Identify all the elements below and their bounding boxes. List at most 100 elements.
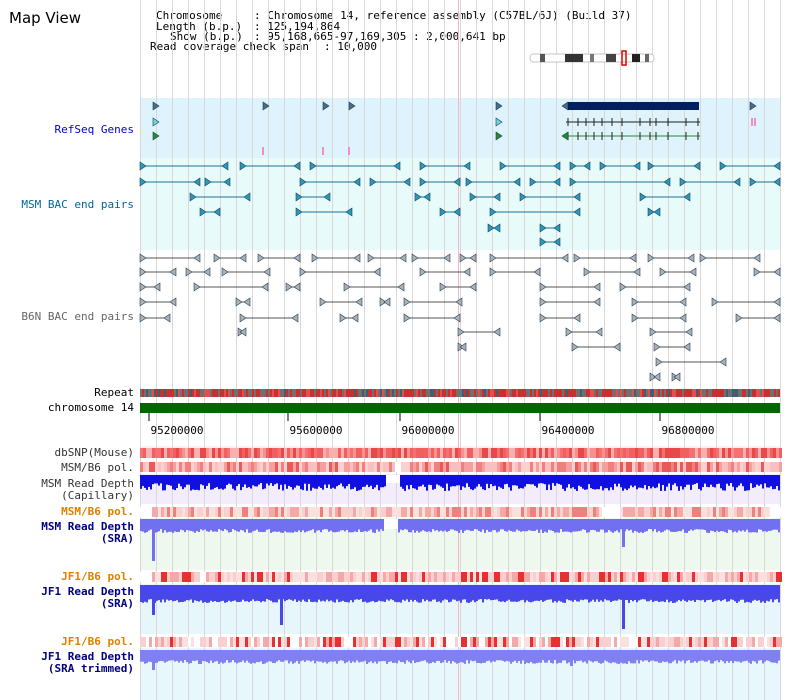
msm-bac-pair-end[interactable] xyxy=(463,161,471,171)
track-label-jf1-b6-pol-2[interactable]: JF1/B6 pol. xyxy=(61,635,134,648)
b6n-bac-pair-end[interactable] xyxy=(403,313,411,323)
b6n-bac-pair-end[interactable] xyxy=(685,327,693,337)
msm-bac-pair-end[interactable] xyxy=(189,192,197,202)
b6n-bac-pair-end[interactable] xyxy=(673,372,681,382)
msm-bac-pair-end[interactable] xyxy=(353,177,361,187)
msm-bac-pair-end[interactable] xyxy=(204,177,212,187)
b6n-bac-pair-end[interactable] xyxy=(649,327,657,337)
b6n-bac-pair-end[interactable] xyxy=(419,267,427,277)
b6n-bac-pair-end[interactable] xyxy=(593,297,601,307)
b6n-bac-pair-end[interactable] xyxy=(489,253,497,263)
b6n-bac-pair-end[interactable] xyxy=(571,342,579,352)
b6n-bac-pair-end[interactable] xyxy=(403,297,411,307)
refseq-gene-marker[interactable] xyxy=(495,117,503,127)
b6n-bac-pair-end[interactable] xyxy=(453,313,461,323)
refseq-gene-marker[interactable] xyxy=(749,101,757,111)
msm-bac-pair-end[interactable] xyxy=(773,177,781,187)
track-label-msm-depth-capillary[interactable]: MSM Read Depth xyxy=(41,477,134,490)
track-label-jf1-depth-trimmed[interactable]: JF1 Read Depth xyxy=(41,650,134,663)
b6n-bac-pair-end[interactable] xyxy=(773,297,781,307)
b6n-bac-pair-end[interactable] xyxy=(561,253,569,263)
msm-bac-pair-end[interactable] xyxy=(423,192,431,202)
b6n-bac-pair-end[interactable] xyxy=(203,267,211,277)
b6n-bac-pair-end[interactable] xyxy=(439,282,447,292)
msm-bac-pair-end[interactable] xyxy=(403,177,411,187)
msm-bac-pair-end[interactable] xyxy=(499,161,507,171)
msm-bac-pair-end[interactable] xyxy=(299,177,307,187)
b6n-bac-pair-end[interactable] xyxy=(373,267,381,277)
b6n-bac-pair-end[interactable] xyxy=(753,267,761,277)
b6n-bac-pair-end[interactable] xyxy=(399,253,407,263)
b6n-bac-pair-end[interactable] xyxy=(353,253,361,263)
b6n-bac-pair-end[interactable] xyxy=(411,253,419,263)
msm-bac-pair-end[interactable] xyxy=(239,161,247,171)
msm-bac-pair-end[interactable] xyxy=(193,177,201,187)
b6n-bac-pair-end[interactable] xyxy=(139,253,147,263)
msm-bac-pair-end[interactable] xyxy=(309,161,317,171)
refseq-gene-marker[interactable] xyxy=(152,101,160,111)
b6n-bac-pair-end[interactable] xyxy=(631,297,639,307)
msm-bac-pair-end[interactable] xyxy=(139,161,147,171)
track-label-jf1-depth-sra[interactable]: JF1 Read Depth xyxy=(41,585,134,598)
msm-bac-pair-end[interactable] xyxy=(419,161,427,171)
b6n-bac-pair-end[interactable] xyxy=(193,253,201,263)
msm-bac-pair-end[interactable] xyxy=(223,177,231,187)
b6n-bac-pair-end[interactable] xyxy=(647,253,655,263)
chromosome-bar[interactable] xyxy=(140,403,780,413)
msm-bac-pair-end[interactable] xyxy=(573,207,581,217)
b6n-bac-pair-end[interactable] xyxy=(463,267,471,277)
msm-bac-pair-end[interactable] xyxy=(213,207,221,217)
b6n-bac-pair-end[interactable] xyxy=(565,327,573,337)
b6n-bac-pair-end[interactable] xyxy=(239,253,247,263)
b6n-bac-pair-end[interactable] xyxy=(169,267,177,277)
b6n-bac-pair-end[interactable] xyxy=(285,282,293,292)
msm-bac-pair-end[interactable] xyxy=(553,237,561,247)
refseq-gene-marker[interactable] xyxy=(152,117,160,127)
refseq-gene-marker[interactable] xyxy=(262,101,270,111)
b6n-bac-pair-end[interactable] xyxy=(379,297,387,307)
b6n-bac-pair-end[interactable] xyxy=(455,297,463,307)
b6n-bac-pair-end[interactable] xyxy=(257,253,265,263)
refseq-gene-marker[interactable] xyxy=(322,101,330,111)
msm-bac-pair-end[interactable] xyxy=(345,207,353,217)
b6n-bac-pair-end[interactable] xyxy=(169,297,177,307)
msm-bac-pair-end[interactable] xyxy=(469,192,477,202)
msm-bac-pair-end[interactable] xyxy=(719,161,727,171)
b6n-bac-pair-end[interactable] xyxy=(659,267,667,277)
b6n-bac-pair-end[interactable] xyxy=(699,253,707,263)
msm-bac-pair-end[interactable] xyxy=(519,192,527,202)
track-label-msm-b6-pol[interactable]: MSM/B6 pol. xyxy=(61,461,134,474)
b6n-bac-pair-end[interactable] xyxy=(459,342,467,352)
refseq-gene-marker[interactable] xyxy=(152,131,160,141)
b6n-bac-pair-end[interactable] xyxy=(653,342,661,352)
b6n-bac-pair-end[interactable] xyxy=(593,282,601,292)
msm-bac-pair-end[interactable] xyxy=(295,192,303,202)
msm-bac-pair-end[interactable] xyxy=(633,161,641,171)
b6n-bac-pair-end[interactable] xyxy=(679,313,687,323)
b6n-bac-pair-end[interactable] xyxy=(711,297,719,307)
msm-bac-pair-end[interactable] xyxy=(465,177,473,187)
msm-bac-pair-end[interactable] xyxy=(569,161,577,171)
b6n-bac-pair-end[interactable] xyxy=(339,313,347,323)
msm-bac-pair-end[interactable] xyxy=(569,177,577,187)
track-label-msm-depth-sra[interactable]: MSM Read Depth xyxy=(41,520,134,533)
msm-bac-pair-end[interactable] xyxy=(653,207,661,217)
b6n-bac-pair-end[interactable] xyxy=(573,253,581,263)
msm-bac-pair-end[interactable] xyxy=(539,223,547,233)
msm-bac-pair-end[interactable] xyxy=(573,192,581,202)
msm-bac-pair-end[interactable] xyxy=(369,177,377,187)
b6n-bac-pair-end[interactable] xyxy=(383,297,391,307)
track-label-refseq[interactable]: RefSeq Genes xyxy=(54,123,134,136)
refseq-gene-marker[interactable] xyxy=(561,131,569,141)
msm-bac-pair-end[interactable] xyxy=(693,161,701,171)
refseq-gene-marker[interactable] xyxy=(495,131,503,141)
refseq-gene-marker[interactable] xyxy=(495,101,503,111)
b6n-bac-pair-end[interactable] xyxy=(633,267,641,277)
msm-bac-pair-end[interactable] xyxy=(419,177,427,187)
b6n-bac-pair-end[interactable] xyxy=(735,313,743,323)
msm-bac-pair-end[interactable] xyxy=(599,161,607,171)
b6n-bac-pair-end[interactable] xyxy=(533,267,541,277)
b6n-bac-pair-end[interactable] xyxy=(469,282,477,292)
msm-bac-pair-end[interactable] xyxy=(529,177,537,187)
